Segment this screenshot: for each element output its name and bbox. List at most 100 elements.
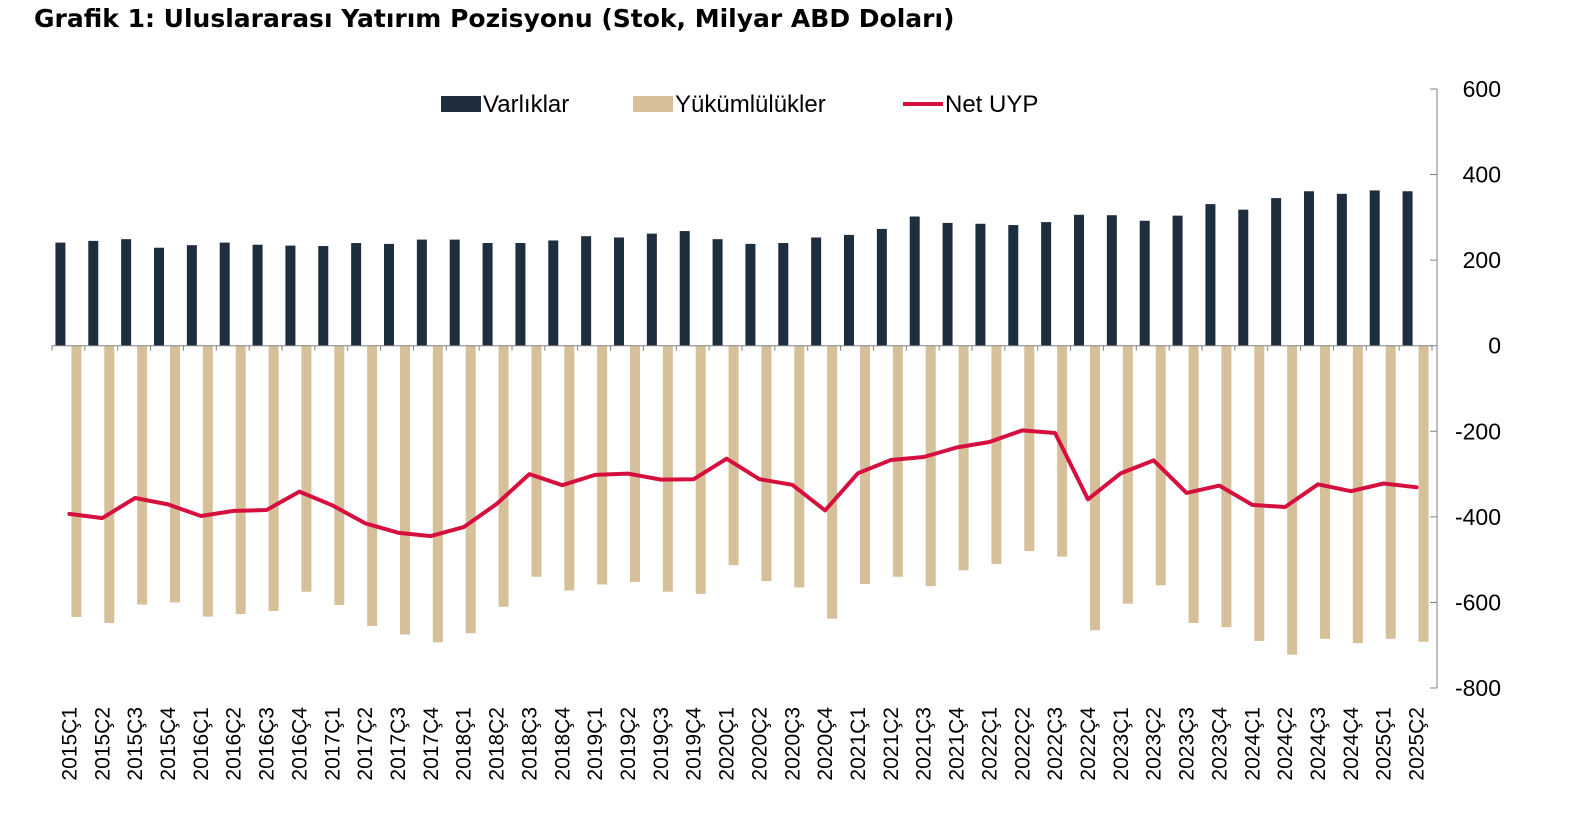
bar-yukumlulukler-2015Ç4: [170, 345, 180, 603]
bar-varliklar-2023Ç4: [1205, 204, 1216, 346]
x-tick-label: 2022Ç1: [978, 707, 1001, 781]
bar-varliklar-2018Ç3: [515, 243, 526, 346]
net-uyp-point-2017Ç3: [396, 531, 400, 535]
net-uyp-point-2016Ç2: [232, 509, 236, 513]
bar-yukumlulukler-2022Ç4: [1090, 345, 1100, 631]
bar-varliklar-2025Ç1: [1369, 190, 1380, 346]
net-uyp-point-2022Ç1: [987, 440, 991, 444]
bar-varliklar-2021Ç2: [876, 228, 887, 346]
x-tick-label: 2016Ç3: [256, 707, 279, 781]
net-uyp-line: [67, 428, 1419, 539]
y-tick-label: 400: [1463, 162, 1501, 188]
bar-varliklar-2016Ç1: [186, 245, 197, 346]
legend-swatch-yukumlulukler: [633, 96, 673, 112]
bar-yukumlulukler-2021Ç4: [958, 345, 969, 571]
bar-varliklar-2020Ç4: [811, 237, 822, 346]
x-tick-label: 2023Ç3: [1176, 707, 1199, 781]
x-tick-label: 2020Ç4: [814, 707, 837, 781]
x-tick-label: 2018Ç3: [518, 707, 541, 781]
bar-yukumlulukler-2015Ç1: [71, 345, 82, 617]
x-tick-label: 2019Ç3: [650, 707, 673, 781]
x-tick-label: 2018Ç1: [453, 707, 476, 781]
bar-yukumlulukler-2015Ç2: [104, 345, 115, 623]
net-uyp-point-2022Ç2: [1020, 428, 1024, 432]
x-tick-label: 2020Ç1: [716, 707, 739, 781]
bar-yukumlulukler-2016Ç4: [301, 345, 312, 592]
y-tick-label: -800: [1455, 675, 1501, 701]
net-uyp-point-2021Ç3: [922, 455, 926, 459]
y-tick-label: 0: [1488, 333, 1501, 359]
bar-varliklar-2018Ç4: [548, 240, 559, 346]
net-uyp-point-2020Ç1: [725, 457, 729, 461]
bar-varliklar-2022Ç2: [1008, 225, 1019, 346]
bar-yukumlulukler-2023Ç4: [1221, 345, 1232, 628]
net-uyp-point-2024Ç2: [1283, 505, 1287, 509]
x-tick-label: 2016Ç1: [190, 707, 213, 781]
bar-varliklar-2022Ç1: [975, 223, 986, 346]
bar-varliklar-2015Ç4: [154, 247, 164, 346]
bar-varliklar-2024Ç4: [1336, 193, 1347, 346]
x-tick-label: 2019Ç1: [584, 707, 607, 781]
net-uyp-point-2021Ç4: [955, 446, 959, 450]
bar-yukumlulukler-2019Ç3: [662, 345, 673, 592]
legend-swatch-varliklar: [441, 96, 481, 112]
x-tick-label: 2015Ç4: [157, 707, 180, 781]
net-uyp-point-2017Ç1: [330, 503, 334, 507]
x-tick-label: 2017Ç2: [354, 707, 377, 781]
net-uyp-point-2018Ç3: [527, 472, 531, 476]
net-uyp-point-2022Ç3: [1053, 431, 1057, 435]
bar-yukumlulukler-2023Ç1: [1122, 345, 1133, 604]
net-uyp-line-layer: [67, 428, 1419, 539]
bar-varliklar-2019Ç2: [614, 237, 624, 346]
bar-yukumlulukler-2019Ç4: [695, 345, 706, 594]
net-uyp-point-2023Ç2: [1152, 458, 1156, 462]
x-tick-label: 2023Ç2: [1143, 707, 1166, 781]
bar-varliklar-2016Ç2: [219, 242, 230, 346]
x-tick-label: 2016Ç2: [223, 707, 246, 781]
bar-yukumlulukler-2020Ç1: [728, 345, 739, 566]
bar-yukumlulukler-2020Ç2: [761, 345, 772, 582]
bar-yukumlulukler-2019Ç2: [630, 345, 640, 582]
bar-yukumlulukler-2024Ç4: [1352, 345, 1363, 644]
x-tick-label: 2025Ç2: [1406, 707, 1429, 781]
bar-yukumlulukler-2016Ç2: [235, 345, 246, 614]
bar-yukumlulukler-2017Ç1: [334, 345, 345, 605]
bar-varliklar-2015Ç1: [55, 242, 66, 346]
x-tick-label: 2024Ç2: [1274, 707, 1297, 781]
bar-yukumlulukler-2020Ç3: [794, 345, 805, 588]
x-tick-label: 2023Ç1: [1110, 707, 1133, 781]
bar-varliklar-2019Ç1: [581, 236, 592, 346]
net-uyp-point-2021Ç2: [889, 458, 893, 462]
net-uyp-point-2018Ç1: [462, 525, 466, 529]
y-axis: 600 400 200 0 -200 -400 -600 -800: [1430, 76, 1501, 701]
x-tick-label: 2021Ç4: [946, 707, 969, 781]
x-tick-label: 2022Ç2: [1011, 707, 1034, 781]
x-tick-label: 2018Ç4: [551, 707, 574, 781]
bar-varliklar-2023Ç3: [1172, 215, 1183, 346]
bar-varliklar-2015Ç2: [88, 240, 99, 346]
net-uyp-point-2018Ç2: [495, 502, 499, 506]
bar-yukumlulukler-2020Ç4: [827, 345, 838, 619]
bar-yukumlulukler-2021Ç1: [860, 345, 870, 585]
bar-varliklar-2024Ç3: [1304, 191, 1314, 346]
x-tick-label: 2023Ç4: [1208, 707, 1231, 781]
bar-varliklar-2016Ç3: [252, 244, 263, 346]
bar-varliklar-2017Ç3: [384, 243, 394, 346]
x-axis: 2015Ç1 2015Ç2 2015Ç3 2015Ç4 2016Ç1 2016Ç2 2016…: [58, 707, 1428, 781]
net-uyp-point-2015Ç2: [100, 516, 104, 520]
zero-baseline: [51, 345, 1433, 351]
legend-label-varliklar: Varlıklar: [483, 91, 569, 118]
y-tick-label: -400: [1455, 504, 1501, 530]
bar-yukumlulukler-2017Ç2: [367, 345, 378, 626]
bar-varliklar-2022Ç4: [1074, 214, 1084, 346]
net-uyp-point-2016Ç4: [297, 490, 301, 494]
bar-varliklar-2016Ç4: [285, 245, 296, 346]
bar-yukumlulukler-2019Ç1: [597, 345, 608, 585]
x-tick-label: 2017Ç4: [420, 707, 443, 781]
bar-yukumlulukler-2023Ç3: [1188, 345, 1199, 623]
net-uyp-point-2019Ç4: [692, 477, 696, 481]
net-uyp-point-2024Ç4: [1349, 489, 1353, 493]
x-tick-label: 2021Ç3: [913, 707, 936, 781]
x-tick-label: 2022Ç4: [1077, 707, 1100, 781]
